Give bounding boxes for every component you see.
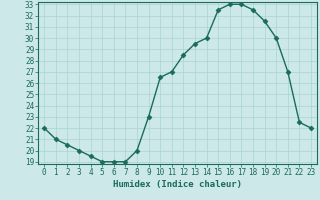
- X-axis label: Humidex (Indice chaleur): Humidex (Indice chaleur): [113, 180, 242, 189]
